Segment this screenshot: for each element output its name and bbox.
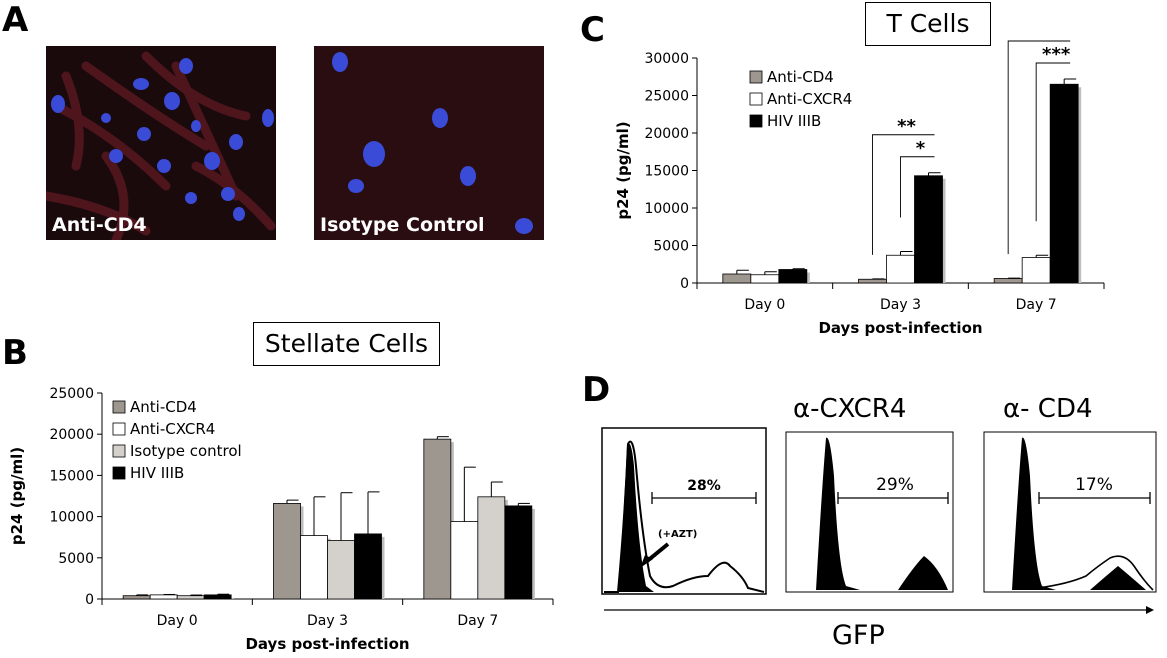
flow-header-cxcr4: α-CXCR4 xyxy=(793,394,907,424)
bar xyxy=(858,278,887,284)
bar xyxy=(327,540,355,600)
percent-cd4: 17% xyxy=(1075,475,1113,495)
azt-annotation: (+AZT) xyxy=(658,529,697,540)
isotype-control-micrograph: Isotype Control xyxy=(314,46,544,240)
bar xyxy=(477,496,506,600)
significance-bracket xyxy=(1007,40,1071,255)
panel-b-letter: B xyxy=(2,333,28,373)
legend-label: Anti-CXCR4 xyxy=(130,420,215,438)
isotype-control-image xyxy=(314,46,544,240)
anti-cd4-label: Anti-CD4 xyxy=(52,214,147,236)
x-axis-title: Days post-infection xyxy=(818,319,982,337)
t-cells-bar-chart: 0 5000 10000 15000 20000 25000 30000 Day 0 Day 3… xyxy=(614,40,1105,337)
y-axis-title: p24 (pg/ml) xyxy=(8,447,26,545)
percent-cxcr4: 29% xyxy=(876,475,914,495)
significance-stars: **** xyxy=(1023,40,1061,43)
legend-label: Isotype control xyxy=(130,442,242,460)
y-tick-label: 0 xyxy=(85,592,94,608)
anti-cd4-image xyxy=(46,46,276,240)
y-tick-label: 20000 xyxy=(49,427,94,443)
y-tick-label: 10000 xyxy=(644,201,689,217)
significance-stars: *** xyxy=(1042,44,1071,65)
bar xyxy=(450,521,479,600)
bar xyxy=(750,274,780,284)
anti-cd4-micrograph: Anti-CD4 xyxy=(46,46,276,240)
y-tick-label: 30000 xyxy=(644,51,689,67)
y-tick-label: 5000 xyxy=(653,239,689,255)
flow-header-cd4: α- CD4 xyxy=(1003,394,1093,424)
bar xyxy=(914,175,943,284)
legend-swatch xyxy=(112,422,126,436)
x-axis-title: Days post-infection xyxy=(245,635,409,653)
x-tick-label: Day 0 xyxy=(157,613,198,629)
panel-c-letter: C xyxy=(580,10,605,50)
significance-bracket xyxy=(1035,62,1071,222)
legend-swatch xyxy=(112,400,126,414)
x-tick-label: Day 0 xyxy=(744,297,785,313)
legend-swatch xyxy=(749,92,763,106)
x-tick-label: Day 7 xyxy=(457,613,498,629)
legend-label: HIV IIIB xyxy=(130,464,184,482)
y-tick-label: 10000 xyxy=(49,510,94,526)
legend-label: Anti-CD4 xyxy=(767,68,834,86)
histogram-cxcr4: 29% xyxy=(785,431,954,593)
y-tick-label: 25000 xyxy=(49,386,94,402)
histogram-cd4: 17% xyxy=(983,431,1157,593)
legend-swatch xyxy=(749,114,763,128)
legend-swatch xyxy=(112,444,126,458)
significance-stars: ** xyxy=(897,116,916,137)
panel-a-letter: A xyxy=(2,0,29,40)
legend-swatch xyxy=(112,466,126,480)
significance-stars: * xyxy=(916,138,926,159)
bar xyxy=(149,594,178,600)
y-tick-label: 15000 xyxy=(49,468,94,484)
bar xyxy=(778,269,808,284)
y-tick-label: 15000 xyxy=(644,164,689,180)
legend-label: HIV IIIB xyxy=(767,112,821,130)
x-tick-label: Day 3 xyxy=(307,613,348,629)
t-cells-title: T Cells xyxy=(865,2,991,46)
significance-bracket xyxy=(900,156,935,218)
legend-label: Anti-CD4 xyxy=(130,398,197,416)
panel-d-letter: D xyxy=(582,370,611,410)
y-tick-label: 5000 xyxy=(58,551,94,567)
bar xyxy=(122,595,151,600)
gfp-axis-label: GFP xyxy=(832,620,885,651)
stellate-cells-title: Stellate Cells xyxy=(253,322,440,366)
bar xyxy=(273,503,301,600)
bar xyxy=(423,438,452,600)
significance-bracket xyxy=(872,134,935,255)
legend-label: Anti-CXCR4 xyxy=(767,90,852,108)
x-tick-label: Day 7 xyxy=(1016,297,1057,313)
bar xyxy=(203,594,232,600)
stellate-cells-bar-chart: 0 5000 10000 15000 20000 25000 Day 0 Day 3 Day 7… xyxy=(8,386,554,653)
isotype-control-label: Isotype Control xyxy=(320,214,485,236)
bar xyxy=(886,254,915,284)
bar xyxy=(993,278,1023,284)
histogram-control: 28% (+AZT) xyxy=(601,427,767,595)
x-tick-label: Day 3 xyxy=(880,297,921,313)
y-axis-title: p24 (pg/ml) xyxy=(614,121,632,219)
legend-swatch xyxy=(749,70,763,84)
bar xyxy=(300,535,328,600)
bar xyxy=(504,505,533,600)
y-tick-label: 20000 xyxy=(644,126,689,142)
bar xyxy=(1049,83,1079,284)
bar xyxy=(176,595,205,600)
gfp-flow-histograms: 28% (+AZT) 29% 17% xyxy=(601,427,1157,614)
y-tick-label: 25000 xyxy=(644,89,689,105)
bar xyxy=(1021,257,1051,284)
percent-control: 28% xyxy=(687,478,721,494)
bar xyxy=(354,533,382,600)
bar xyxy=(722,273,752,284)
y-tick-label: 0 xyxy=(680,276,689,292)
